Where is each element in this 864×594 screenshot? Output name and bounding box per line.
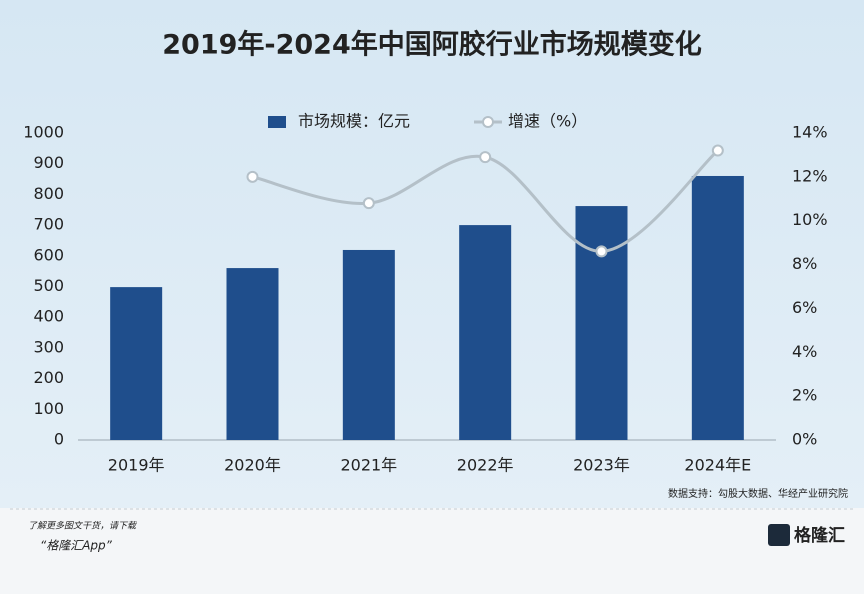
y2-tick-label: 14%: [792, 123, 828, 142]
legend-label: 增速（%）: [508, 112, 587, 131]
bar: [226, 268, 279, 440]
bar: [691, 175, 744, 441]
line-point: [246, 170, 259, 183]
x-tick-label: 2019年: [108, 456, 165, 475]
legend-label: 市场规模：亿元: [298, 112, 410, 131]
line-point: [595, 245, 608, 258]
bar: [342, 249, 395, 440]
y-tick-label: 400: [33, 307, 64, 326]
x-tick-label: 2022年: [457, 456, 514, 475]
y-tick-label: 900: [33, 153, 64, 172]
x-tick-label: 2023年: [573, 456, 630, 475]
y-tick-label: 0: [54, 430, 64, 449]
y-tick-label: 300: [33, 337, 64, 356]
line-point: [362, 197, 375, 210]
source: 数据支持：勾股大数据、华经产业研究院: [668, 487, 848, 500]
y-tick-label: 600: [33, 245, 64, 264]
bar: [459, 225, 512, 440]
bar: [575, 206, 628, 440]
x-tick-label: 2024年E: [684, 456, 751, 475]
y-tick-label: 800: [33, 184, 64, 203]
y-tick-label: 500: [33, 276, 64, 295]
y2-tick-label: 4%: [792, 342, 817, 361]
y-tick-label: 700: [33, 215, 64, 234]
y2-tick-label: 2%: [792, 386, 817, 405]
y2-tick-label: 8%: [792, 254, 817, 273]
chart-title: 2019年-2024年中国阿胶行业市场规模变化: [162, 29, 702, 61]
x-tick-label: 2021年: [340, 456, 397, 475]
bar: [110, 287, 163, 440]
legend-swatch: [482, 116, 494, 128]
line-point: [711, 144, 724, 157]
x-tick-label: 2020年: [224, 456, 281, 475]
y-tick-label: 1000: [23, 123, 64, 142]
footer-note: 了解更多图文干货，请下载: [28, 521, 137, 532]
footer-app: “格隆汇App”: [40, 539, 113, 553]
y2-tick-label: 10%: [792, 210, 828, 229]
line-point: [479, 151, 492, 164]
y2-tick-label: 0%: [792, 430, 817, 449]
y-tick-label: 200: [33, 368, 64, 387]
y2-tick-label: 6%: [792, 298, 817, 317]
logo-icon: [768, 524, 790, 546]
y2-tick-label: 12%: [792, 166, 828, 185]
y-tick-label: 100: [33, 399, 64, 418]
logo-text: 格隆汇: [794, 525, 845, 546]
legend-swatch: [268, 116, 286, 128]
